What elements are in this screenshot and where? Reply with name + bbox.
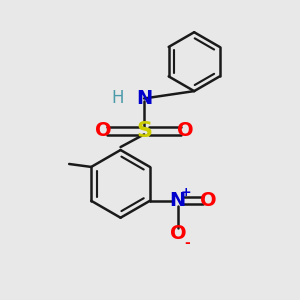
Text: -: - [184, 236, 190, 250]
Text: +: + [181, 186, 191, 199]
Text: O: O [177, 122, 194, 140]
Text: S: S [136, 121, 152, 141]
Text: N: N [170, 191, 186, 210]
Text: N: N [136, 89, 152, 108]
Text: O: O [94, 122, 111, 140]
Text: O: O [200, 191, 217, 210]
Text: H: H [111, 89, 124, 107]
Text: O: O [169, 224, 186, 243]
